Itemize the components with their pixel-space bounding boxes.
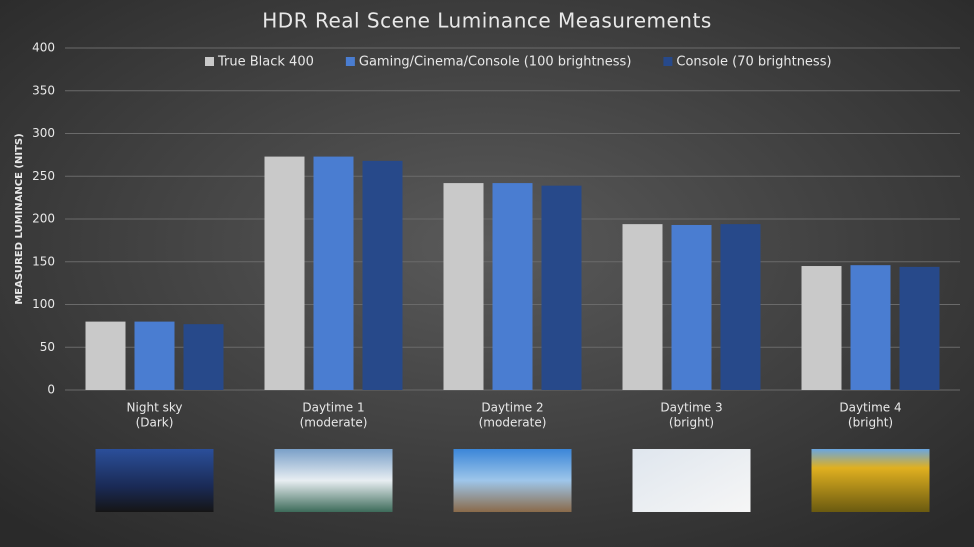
- legend-label: Console (70 brightness): [676, 55, 831, 70]
- bar: [541, 185, 582, 390]
- bar: [492, 183, 533, 390]
- bar: [443, 183, 484, 390]
- x-tick-label: Daytime 1: [302, 401, 364, 415]
- x-tick-label: (Dark): [136, 416, 174, 430]
- bar: [313, 156, 354, 390]
- y-axis-label: MEASURED LUMINANCE (NITS): [14, 133, 25, 304]
- legend-label: True Black 400: [217, 55, 314, 70]
- scene-thumbnail: [453, 449, 572, 512]
- y-tick-label: 300: [32, 126, 55, 140]
- y-tick-label: 0: [47, 383, 55, 397]
- bar: [720, 224, 761, 390]
- x-tick-label: Daytime 2: [481, 401, 543, 415]
- bar: [183, 324, 224, 390]
- legend-label: Gaming/Cinema/Console (100 brightness): [359, 55, 632, 70]
- y-tick-label: 100: [32, 297, 55, 311]
- x-tick-label: Daytime 4: [839, 401, 901, 415]
- bar: [899, 266, 940, 390]
- bar: [850, 265, 891, 390]
- legend-swatch: [345, 57, 355, 66]
- y-tick-label: 200: [32, 212, 55, 226]
- bar: [362, 160, 403, 390]
- scene-thumbnail: [811, 449, 930, 512]
- bar: [85, 321, 126, 390]
- x-tick-label: (bright): [669, 416, 714, 430]
- bar: [134, 321, 175, 390]
- legend-swatch: [205, 57, 214, 66]
- x-tick-label: Daytime 3: [660, 401, 722, 415]
- bar: [622, 224, 663, 390]
- chart-title: HDR Real Scene Luminance Measurements: [262, 9, 712, 33]
- bar: [801, 266, 842, 390]
- scene-thumbnail: [274, 449, 393, 512]
- x-tick-label: Night sky: [127, 401, 183, 415]
- y-tick-label: 350: [32, 83, 55, 97]
- x-tick-label: (moderate): [479, 416, 547, 430]
- y-tick-label: 150: [32, 254, 55, 268]
- x-tick-label: (bright): [848, 416, 893, 430]
- y-tick-label: 50: [40, 340, 55, 354]
- legend-swatch: [663, 57, 673, 66]
- y-tick-label: 400: [32, 41, 55, 55]
- scene-thumbnail: [95, 449, 214, 512]
- bar: [671, 224, 712, 390]
- bar: [264, 156, 305, 390]
- x-tick-label: (moderate): [300, 416, 368, 430]
- y-tick-label: 250: [32, 169, 55, 183]
- scene-thumbnail: [632, 449, 751, 512]
